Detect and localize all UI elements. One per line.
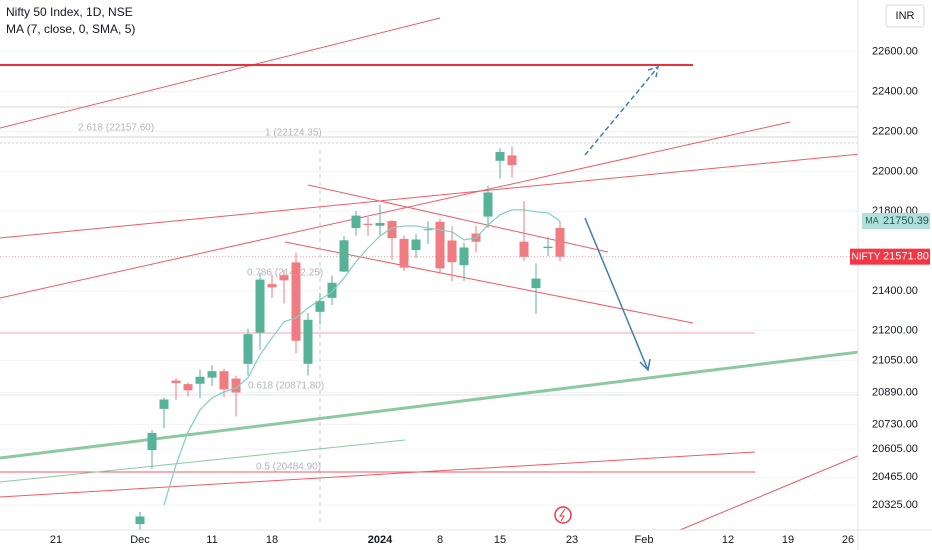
candle-body bbox=[483, 192, 493, 217]
candle-body bbox=[195, 376, 205, 384]
trend-line bbox=[679, 455, 858, 530]
candle-body bbox=[159, 399, 169, 409]
currency: INR bbox=[896, 10, 915, 22]
x-tick-label: 8 bbox=[437, 534, 443, 546]
ma-line bbox=[163, 209, 561, 506]
y-tick-label: 21200.00 bbox=[872, 325, 918, 337]
candle-body bbox=[555, 227, 565, 257]
candle-body bbox=[183, 384, 193, 391]
y-tick-label: 20890.00 bbox=[872, 386, 918, 398]
candle-body bbox=[315, 301, 325, 312]
candle-body bbox=[375, 222, 385, 226]
x-tick-label: 21 bbox=[50, 534, 62, 546]
arrow bbox=[584, 65, 659, 156]
y-tick-label: 21050.00 bbox=[872, 355, 918, 367]
y-tick-label: 20465.00 bbox=[872, 471, 918, 483]
candle-body bbox=[303, 319, 313, 364]
candle-body bbox=[459, 247, 469, 266]
price-label: 21571.80 bbox=[883, 251, 929, 263]
y-tick-label: 20325.00 bbox=[872, 499, 918, 511]
ma-label: 21750.39 bbox=[883, 215, 929, 227]
x-tick-label: 23 bbox=[566, 534, 578, 546]
x-tick-label: 18 bbox=[266, 534, 278, 546]
y-tick-label: 20730.00 bbox=[872, 418, 918, 430]
fib-label: 0.5 (20484.90) bbox=[256, 462, 321, 473]
fib-label: 0.786 (21442.25) bbox=[247, 268, 323, 279]
axes: 22600.0022400.0022200.0022000.0021800.00… bbox=[50, 46, 930, 546]
y-tick-label: 21400.00 bbox=[872, 285, 918, 297]
candle-body bbox=[351, 215, 361, 229]
x-tick-label: Dec bbox=[130, 534, 150, 546]
candle-body bbox=[447, 240, 457, 263]
y-tick-label: 22400.00 bbox=[872, 86, 918, 98]
candle-body bbox=[531, 278, 541, 289]
x-tick-label: 11 bbox=[206, 534, 217, 546]
fib-label: 0.618 (20871.80) bbox=[248, 381, 324, 392]
ma-badge-name: MA bbox=[865, 215, 879, 225]
candle-body bbox=[279, 275, 289, 281]
x-tick-label: Feb bbox=[635, 534, 654, 546]
candle-body bbox=[219, 371, 229, 390]
y-tick-label: 22000.00 bbox=[872, 165, 918, 177]
y-tick-label: 22200.00 bbox=[872, 125, 918, 137]
x-tick-label: 2024 bbox=[368, 534, 393, 546]
candle-body bbox=[423, 229, 433, 231]
candle-body bbox=[435, 221, 445, 269]
candle-body bbox=[291, 262, 301, 341]
currency-box[interactable] bbox=[885, 4, 925, 28]
x-tick-label: 12 bbox=[722, 534, 734, 546]
alert-icon bbox=[554, 506, 572, 524]
trend-line bbox=[0, 121, 791, 299]
trend-line bbox=[284, 241, 694, 324]
candle-body bbox=[147, 432, 157, 451]
price-label-box bbox=[882, 248, 930, 265]
price-badge-name: NIFTY bbox=[852, 251, 881, 262]
x-tick-label: 15 bbox=[494, 534, 506, 546]
arrow bbox=[584, 217, 651, 372]
candle-body bbox=[327, 282, 337, 298]
x-tick-label: 26 bbox=[842, 534, 854, 546]
candle-body bbox=[363, 223, 373, 225]
candle-body bbox=[495, 152, 505, 161]
grid bbox=[0, 51, 858, 506]
trend-line bbox=[0, 153, 858, 239]
x-tick-label: 19 bbox=[782, 534, 794, 546]
trend-line bbox=[0, 439, 406, 483]
candle-body bbox=[411, 239, 421, 251]
candle-body bbox=[243, 334, 253, 364]
candle-body bbox=[207, 371, 217, 378]
candle-body bbox=[267, 284, 277, 288]
price-badge bbox=[850, 248, 882, 265]
candle-body bbox=[339, 240, 349, 272]
drawings bbox=[0, 17, 858, 530]
candle-body bbox=[255, 279, 265, 333]
plot bbox=[135, 146, 565, 530]
candle-body bbox=[231, 378, 241, 393]
ma-badge bbox=[862, 213, 882, 230]
candle-body bbox=[171, 380, 181, 384]
candle-body bbox=[519, 241, 529, 257]
candle-body bbox=[543, 246, 553, 249]
trend-line bbox=[0, 451, 756, 498]
y-tick-label: 22600.00 bbox=[872, 46, 918, 58]
candle-body bbox=[387, 220, 397, 239]
indicator-label: MA (7, close, 0, SMA, 5) bbox=[6, 22, 135, 36]
trend-line bbox=[0, 17, 441, 129]
candle-body bbox=[507, 155, 517, 165]
fib-label: 1 (22124.35) bbox=[265, 128, 322, 139]
y-tick-label: 20605.00 bbox=[872, 443, 918, 455]
candle-body bbox=[135, 516, 145, 525]
chart-title: Nifty 50 Index, 1D, NSE bbox=[6, 5, 133, 19]
ma-label-box bbox=[882, 213, 930, 230]
fib-label: 2.618 (22157.60) bbox=[78, 123, 154, 134]
candle-body bbox=[399, 238, 409, 268]
